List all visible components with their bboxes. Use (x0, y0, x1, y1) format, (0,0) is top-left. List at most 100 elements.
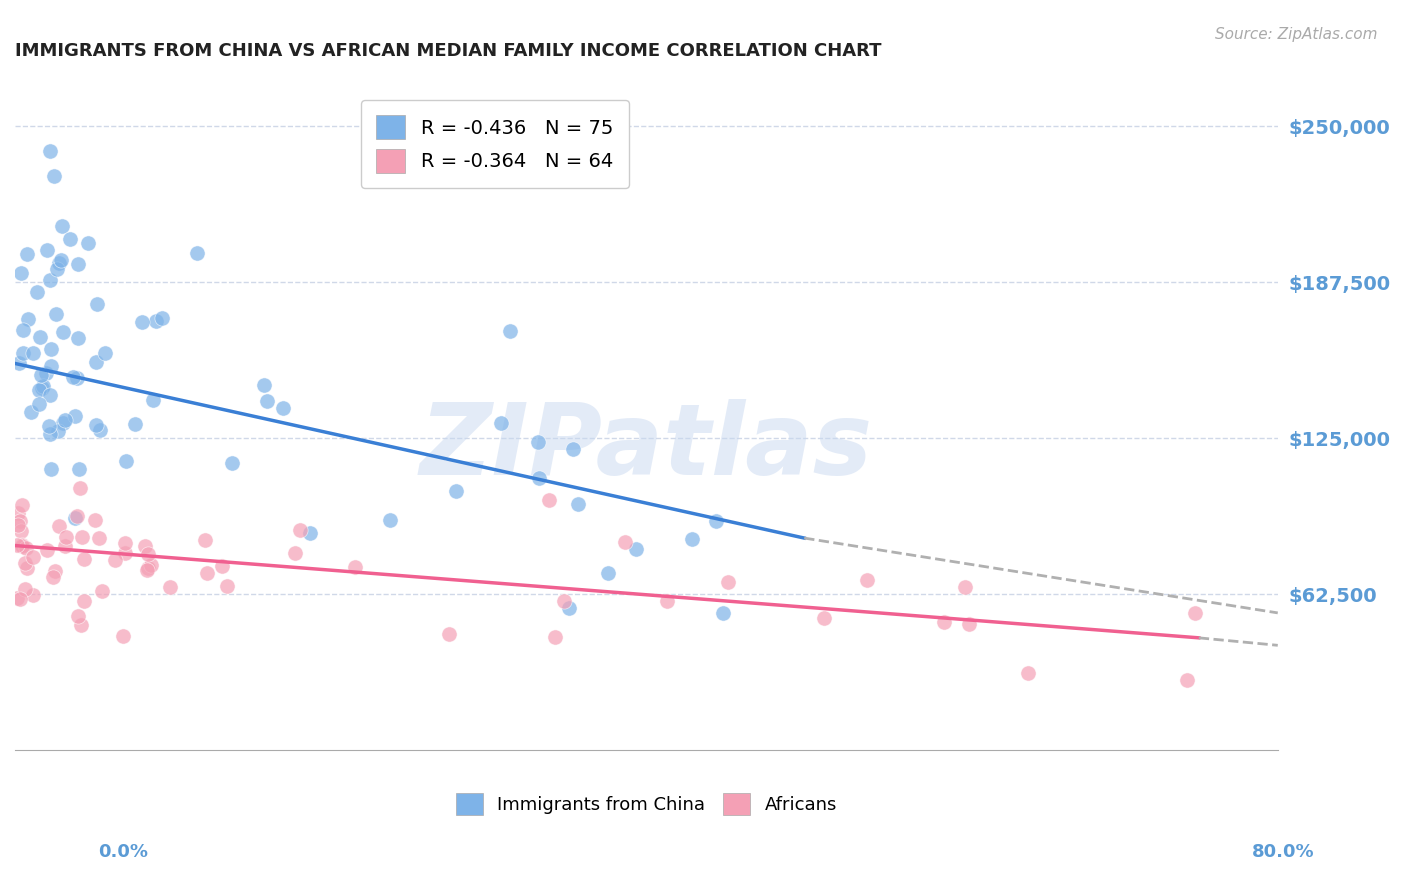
Point (15, 561, 38, 575)
Point (7, 356, 30, 370)
Point (35, 366, 58, 380)
Point (114, 546, 136, 560)
Point (83, 513, 105, 527)
Point (63, 510, 86, 524)
Point (41, 359, 63, 373)
Point (10, 498, 32, 512)
Point (62, 370, 84, 384)
Point (159, 580, 181, 594)
Point (32, 379, 55, 393)
Point (717, 574, 740, 589)
Point (1184, 606, 1206, 620)
Point (11, 323, 34, 337)
Point (704, 514, 727, 528)
Point (145, 314, 167, 328)
Point (378, 513, 401, 527)
Point (72, 530, 94, 544)
Point (48, 256, 70, 270)
Point (544, 630, 567, 644)
Point (44, 169, 66, 184)
Point (20, 405, 42, 419)
Text: ZIPatlas: ZIPatlas (420, 399, 873, 496)
Point (84, 417, 107, 432)
Point (53, 413, 76, 427)
Point (11, 538, 34, 552)
Point (626, 542, 648, 557)
Point (14, 557, 37, 571)
Point (681, 533, 703, 547)
Point (53, 540, 76, 554)
Point (69, 618, 91, 632)
Point (17, 311, 39, 326)
Point (39, 462, 62, 476)
Point (526, 435, 548, 450)
Point (22, 549, 45, 564)
Point (15, 246, 38, 260)
Text: Source: ZipAtlas.com: Source: ZipAtlas.com (1215, 27, 1378, 42)
Point (10, 266, 32, 280)
Point (63, 409, 86, 423)
Point (38, 272, 60, 286)
Point (39, 427, 62, 442)
Point (73, 593, 96, 607)
Point (6, 591, 28, 605)
Point (45, 262, 67, 277)
Point (66, 371, 89, 385)
Point (856, 573, 879, 587)
Point (217, 579, 239, 593)
Point (25, 285, 48, 299)
Point (38, 419, 60, 434)
Point (221, 456, 243, 470)
Point (957, 616, 980, 631)
Point (51, 252, 73, 267)
Point (136, 561, 159, 575)
Point (7, 518, 30, 533)
Point (14, 541, 37, 555)
Point (567, 497, 589, 511)
Point (284, 546, 307, 560)
Point (195, 566, 218, 581)
Point (529, 471, 551, 485)
Point (499, 325, 522, 339)
Point (67, 608, 90, 623)
Point (10, 540, 32, 554)
Point (38, 145, 60, 159)
Point (21, 588, 44, 602)
Point (953, 580, 976, 594)
Point (46, 424, 69, 438)
Text: IMMIGRANTS FROM CHINA VS AFRICAN MEDIAN FAMILY INCOME CORRELATION CHART: IMMIGRANTS FROM CHINA VS AFRICAN MEDIAN … (15, 42, 882, 60)
Point (558, 600, 581, 615)
Point (562, 442, 585, 457)
Point (1017, 666, 1039, 681)
Point (14, 582, 37, 596)
Point (86, 297, 108, 311)
Point (271, 401, 294, 415)
Point (52, 416, 75, 430)
Point (55, 530, 77, 544)
Point (77, 235, 100, 250)
Point (89, 423, 111, 437)
Point (186, 245, 208, 260)
Point (28, 397, 51, 411)
Point (111, 629, 134, 643)
Point (298, 526, 321, 541)
Point (150, 311, 173, 326)
Point (135, 563, 157, 577)
Point (489, 417, 512, 431)
Point (28, 329, 51, 343)
Point (11, 345, 34, 359)
Point (66, 509, 89, 524)
Point (67, 257, 90, 271)
Point (27, 383, 49, 397)
Point (6, 538, 28, 552)
Point (290, 523, 312, 537)
Point (131, 315, 153, 329)
Point (69, 481, 91, 495)
Point (51, 219, 73, 234)
Point (655, 594, 678, 608)
Point (194, 533, 217, 548)
Point (45, 307, 67, 321)
Point (67, 461, 90, 475)
Point (553, 594, 575, 608)
Point (114, 454, 136, 468)
